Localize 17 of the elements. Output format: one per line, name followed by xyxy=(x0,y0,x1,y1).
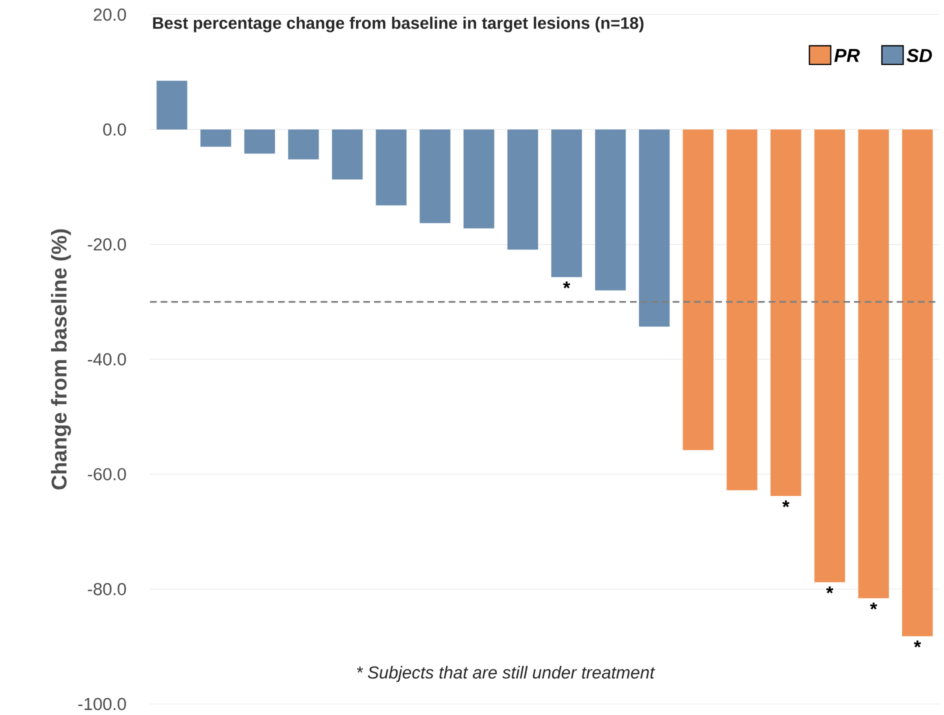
legend-label: PR xyxy=(834,49,860,62)
y-axis-title: Change from baseline (%) xyxy=(51,230,71,490)
data-label: * xyxy=(914,640,922,648)
y-tick-label: -40.0 xyxy=(88,353,126,366)
legend-label: SD xyxy=(906,49,932,62)
data-label: * xyxy=(563,282,570,289)
annotation: * Subjects that are still under treatment xyxy=(356,666,656,682)
y-tick-label: -100.0 xyxy=(78,698,126,710)
y-tick-label: -20.0 xyxy=(88,238,126,251)
y-tick-label: -60.0 xyxy=(88,468,126,481)
data-label: * xyxy=(782,500,790,508)
chart-title: Best percentage change from baseline in target lesions (n=18) xyxy=(153,16,644,33)
y-tick-label: -80.0 xyxy=(88,583,126,596)
data-label: * xyxy=(826,586,834,594)
y-tick-label: 20.0 xyxy=(94,8,126,21)
data-label: * xyxy=(870,602,878,610)
y-tick-label: 0.0 xyxy=(103,124,126,136)
